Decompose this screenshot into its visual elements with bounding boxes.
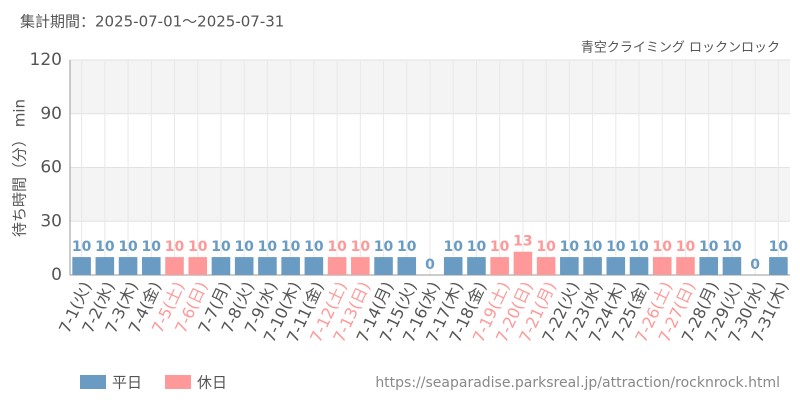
bar: [142, 257, 161, 275]
bar: [769, 257, 788, 275]
bar: [606, 257, 626, 275]
value-label: 10: [722, 239, 742, 255]
value-label: 10: [211, 239, 231, 255]
value-label: 10: [118, 239, 138, 255]
value-label: 10: [769, 239, 789, 255]
value-label: 10: [165, 239, 185, 255]
value-label: 10: [72, 239, 92, 255]
value-label: 10: [304, 239, 324, 255]
bar: [490, 257, 509, 275]
chart-title: 集計期間：2025-07-01～2025-07-31: [20, 13, 284, 31]
bar: [118, 257, 138, 275]
bar: [165, 257, 184, 275]
value-label: 10: [327, 239, 347, 255]
bar: [211, 257, 231, 275]
value-label: 10: [583, 239, 603, 255]
legend-label: 平日: [112, 374, 142, 392]
value-label: 13: [513, 234, 532, 250]
value-label: 10: [397, 239, 417, 255]
bar: [281, 257, 300, 275]
value-label: 10: [676, 239, 696, 255]
value-label: 10: [95, 239, 115, 255]
bar: [560, 257, 579, 275]
bar: [722, 257, 742, 275]
y-axis-label: 待ち時間（分） min: [11, 99, 29, 237]
value-label: 10: [281, 239, 301, 255]
value-label: 10: [699, 239, 719, 255]
bar: [536, 257, 556, 275]
y-tick-label: 60: [40, 158, 62, 178]
bar: [188, 257, 208, 275]
y-tick-label: 90: [40, 104, 62, 124]
bar: [72, 257, 91, 275]
source-url: https://seaparadise.parksreal.jp/attract…: [375, 375, 780, 391]
bar: [374, 257, 393, 275]
value-label: 10: [653, 239, 673, 255]
value-label: 10: [443, 239, 463, 255]
bar: [583, 257, 602, 275]
value-label: 10: [234, 239, 254, 255]
y-tick-label: 30: [40, 211, 62, 231]
bar: [676, 257, 695, 275]
bar: [513, 251, 533, 275]
value-label: 10: [606, 239, 626, 255]
value-label: 10: [351, 239, 371, 255]
value-label: 0: [750, 257, 760, 273]
legend-swatch: [165, 375, 191, 389]
legend-label: 休日: [197, 374, 227, 392]
bar: [95, 257, 115, 275]
bar: [258, 257, 277, 275]
value-label: 10: [629, 239, 649, 255]
bar: [351, 257, 370, 275]
value-label: 10: [374, 239, 394, 255]
value-label: 0: [425, 257, 435, 273]
bar: [652, 257, 672, 275]
legend-swatch: [80, 375, 106, 389]
bar: [467, 257, 486, 275]
bar: [234, 257, 254, 275]
value-label: 10: [560, 239, 580, 255]
value-label: 10: [258, 239, 278, 255]
chart-subtitle: 青空クライミング ロックンロック: [581, 41, 780, 56]
value-label: 10: [536, 239, 556, 255]
bar: [699, 257, 718, 275]
bar: [304, 257, 324, 275]
y-tick-label: 0: [51, 265, 62, 285]
value-label: 10: [490, 239, 510, 255]
value-label: 10: [188, 239, 208, 255]
bar: [397, 257, 417, 275]
value-label: 10: [467, 239, 487, 255]
value-label: 10: [142, 239, 162, 255]
y-tick-label: 120: [30, 50, 62, 70]
bar: [443, 257, 463, 275]
bar: [327, 257, 347, 275]
bar: [629, 257, 649, 275]
